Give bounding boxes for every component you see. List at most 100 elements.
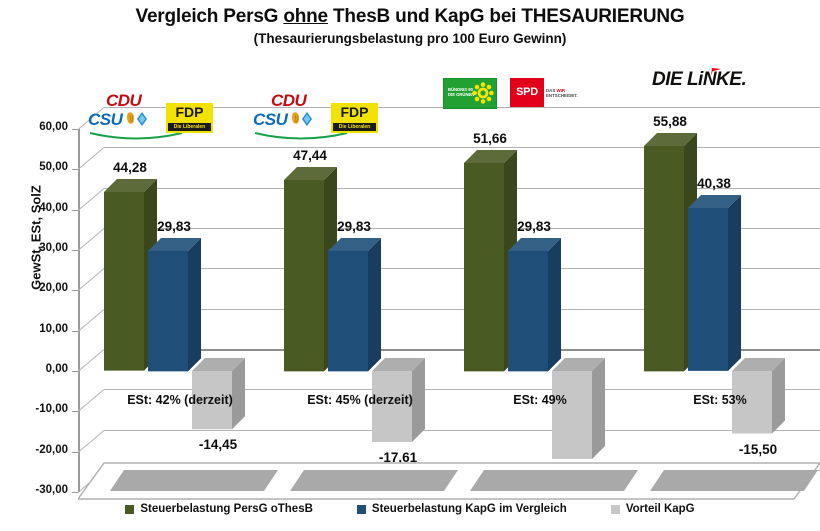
floor-shape <box>78 462 820 500</box>
y-tick-label: 10,00 <box>39 322 68 335</box>
fdp-tagline-strip: Die Liberalen <box>168 123 211 131</box>
bar-3-category-1[interactable] <box>192 358 245 430</box>
cdu-csu-swoosh-icon <box>89 132 183 140</box>
gridline <box>104 389 820 391</box>
chart-title-part-1: Vergleich PersG <box>135 6 284 27</box>
y-tick-mark <box>72 371 78 372</box>
gridline-depth-connector <box>77 429 105 453</box>
y-axis-line <box>78 129 80 492</box>
data-label: 40,38 <box>697 176 731 192</box>
data-label: 47,44 <box>293 147 327 163</box>
gridline <box>104 268 820 270</box>
legend-item-1[interactable]: Steuerbelastung PersG oThesB <box>125 503 313 515</box>
cdu-csu-swoosh-icon-2 <box>254 132 348 140</box>
y-tick-label: -10,00 <box>35 403 68 416</box>
bar-2-category-3[interactable] <box>508 237 561 371</box>
sunflower-icon <box>472 82 494 104</box>
spd-wordmark: SPD <box>516 86 538 98</box>
spd-tagline-3: ENTSCHEIDET. <box>546 93 578 98</box>
y-tick-mark <box>72 129 78 130</box>
bar-3-category-2[interactable] <box>372 357 425 443</box>
legend-swatch-icon <box>356 504 366 514</box>
y-tick-label: 40,00 <box>39 201 68 214</box>
spd-tagline: DAS WIR ENTSCHEIDET. <box>546 88 578 98</box>
bar-shape <box>688 195 742 385</box>
gridline-depth-connector <box>77 187 105 211</box>
chart-title: Vergleich PersG ohne ThesB und KapG bei … <box>0 6 820 28</box>
spd-box: SPD <box>510 78 544 107</box>
legend-item-2[interactable]: Steuerbelastung KapG im Vergleich <box>356 503 567 515</box>
legend-label: Steuerbelastung KapG im Vergleich <box>371 503 567 515</box>
bar-shape <box>328 237 382 385</box>
gridline-depth-connector <box>77 228 105 251</box>
fdp-tagline-strip-2: Die Liberalen <box>333 123 376 131</box>
bar-1-category-3[interactable] <box>464 149 517 371</box>
bar-2-category-4[interactable] <box>688 195 741 371</box>
die-linke-wordmark: DIE LiNKE. <box>652 69 747 90</box>
data-label: -15,50 <box>738 441 778 457</box>
y-tick-label: 0,00 <box>45 363 68 375</box>
cdu-wordmark: CDU <box>106 91 142 110</box>
gridline <box>104 228 820 229</box>
data-label: 55,88 <box>653 113 687 129</box>
bar-3-category-3[interactable] <box>552 358 605 460</box>
logo-cdu-csu-group-2: CDU CSU <box>253 92 349 146</box>
gridline-depth-connector <box>77 268 105 292</box>
chart-floor <box>78 459 820 501</box>
legend-swatch-icon <box>610 504 620 514</box>
logo-fdp-group-2: FDP Die Liberalen <box>331 103 378 133</box>
bar-3-category-4[interactable] <box>732 358 785 434</box>
bar-1-category-1[interactable] <box>104 179 157 371</box>
y-tick-mark <box>72 492 78 493</box>
logo-fdp-group-1: FDP Die Liberalen <box>166 103 213 133</box>
fdp-wordmark: FDP <box>175 104 204 120</box>
csu-wordmark-2: CSU <box>253 109 288 129</box>
csu-lion-diamond-icon <box>127 112 148 126</box>
category-label: ESt: 49% <box>513 393 567 407</box>
chart-subtitle: (Thesaurierungsbelastung pro 100 Euro Ge… <box>253 31 567 46</box>
fdp-box: FDP Die Liberalen <box>166 103 213 133</box>
bar-shape <box>732 358 786 448</box>
data-label: -17,61 <box>378 450 418 466</box>
data-label: 29,83 <box>337 218 371 234</box>
data-label: 29,83 <box>157 218 191 234</box>
logo-spd: SPD DAS WIR ENTSCHEIDET. <box>510 78 578 107</box>
gruene-line-1: BÜNDNIS 90 <box>448 87 473 92</box>
y-tick-mark <box>72 169 78 171</box>
bar-shape <box>372 357 426 456</box>
bar-2-category-1[interactable] <box>148 237 201 371</box>
y-tick-mark <box>72 411 78 413</box>
gridline <box>104 429 820 431</box>
plot-area: 44,28 29,83 -14,45 47,44 29,83 -17,61 51,66 29,… <box>77 107 820 498</box>
gridline <box>104 147 820 149</box>
data-label: 44,28 <box>113 160 147 176</box>
y-axis-title: GewSt, ESt, SolZ <box>28 185 44 290</box>
data-label: 51,66 <box>473 130 507 146</box>
logo-cdu-csu-group-1: CDU CSU <box>88 92 184 146</box>
y-tick-label: 20,00 <box>39 282 68 295</box>
logo-gruene: BÜNDNIS 90 DIE GRÜNEN <box>443 78 497 109</box>
logo-die-linke: DIE LiNKE. <box>652 68 747 91</box>
category-label: ESt: 45% (derzeit) <box>307 393 413 407</box>
data-label: 29,83 <box>517 218 551 234</box>
bar-1-category-4[interactable] <box>644 132 697 371</box>
legend-label: Steuerbelastung PersG oThesB <box>140 503 313 515</box>
chart-legend: Steuerbelastung PersG oThesB Steuerbelast… <box>0 503 820 515</box>
y-tick-mark <box>72 290 78 292</box>
bar-shape <box>192 358 246 443</box>
gridline <box>104 187 820 189</box>
y-tick-label: 30,00 <box>39 242 68 254</box>
fdp-wordmark-2: FDP <box>340 104 369 120</box>
fdp-tagline: Die Liberalen <box>173 124 206 130</box>
fdp-box-2: FDP Die Liberalen <box>331 103 378 133</box>
bar-2-category-2[interactable] <box>328 237 381 371</box>
bar-1-category-2[interactable] <box>284 166 337 371</box>
y-tick-mark <box>72 250 78 251</box>
spd-tagline-2: WIR <box>556 88 566 93</box>
csu-wordmark: CSU <box>88 109 123 129</box>
cdu-wordmark-2: CDU <box>271 91 307 110</box>
y-tick-label: 50,00 <box>39 161 68 174</box>
category-label: ESt: 53% <box>693 393 747 407</box>
chart-title-underlined: ohne <box>283 6 328 27</box>
legend-item-3[interactable]: Vorteil KapG <box>610 503 695 515</box>
